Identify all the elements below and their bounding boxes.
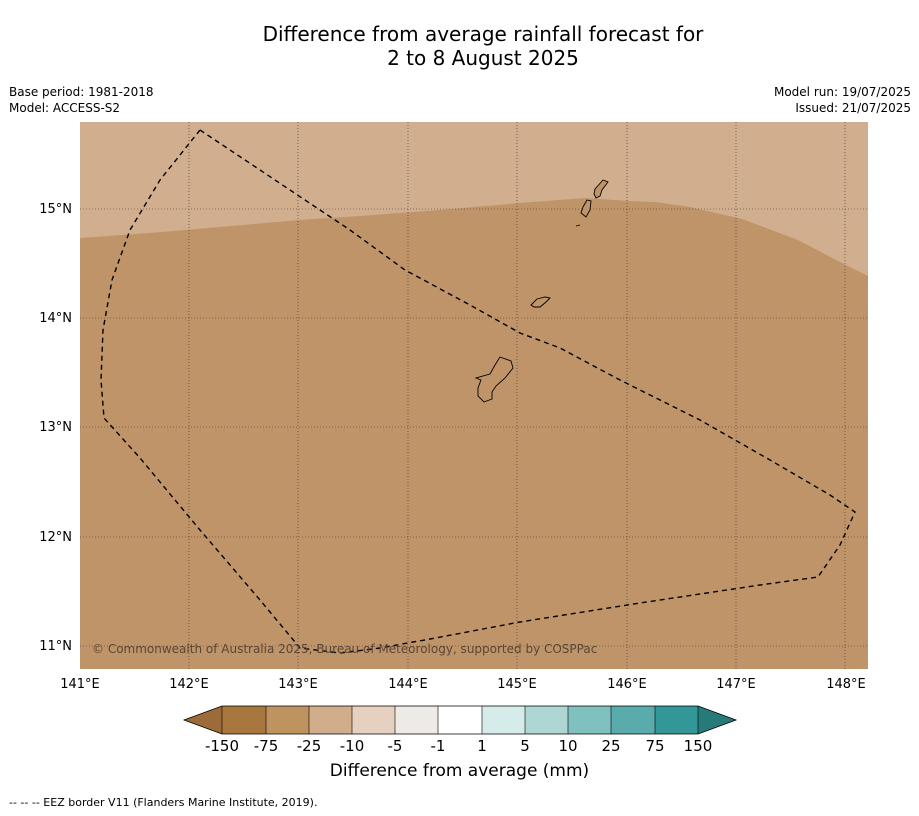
eez-border <box>100 129 856 654</box>
model-name: Model: ACCESS-S2 <box>9 101 121 115</box>
islands <box>474 179 609 403</box>
colorbar-title: Difference from average (mm) <box>329 761 590 781</box>
lat-label-12n: 12°N <box>39 530 72 545</box>
lat-label-15n: 15°N <box>39 202 72 217</box>
colorbar-tick: 1 <box>477 737 487 755</box>
colorbar-ticks: -150 -75 -25 -10 -5 -1 1 5 10 25 75 150 <box>205 737 712 755</box>
colorbar-seg <box>309 706 352 734</box>
island-tinian <box>580 199 592 218</box>
title-line-2: 2 to 8 August 2025 <box>387 46 579 70</box>
meta-left: Base period: 1981-2018 Model: ACCESS-S2 <box>9 84 154 116</box>
footnote-eez: -- -- -- EEZ border V11 (Flanders Marine… <box>9 796 318 809</box>
colorbar-seg <box>655 706 698 734</box>
island-rota <box>530 296 551 308</box>
colorbar-seg <box>222 706 266 734</box>
lon-label-143e: 143°E <box>278 677 318 692</box>
colorbar-seg <box>611 706 655 734</box>
colorbar-tick: -75 <box>254 737 279 755</box>
lon-label-148e: 148°E <box>826 677 866 692</box>
issued-date: Issued: 21/07/2025 <box>795 101 911 115</box>
map-title: Difference from average rainfall forecas… <box>0 22 919 70</box>
lat-label-13n: 13°N <box>39 420 72 435</box>
colorbar-seg <box>395 706 438 734</box>
lon-label-146e: 146°E <box>607 677 647 692</box>
model-run: Model run: 19/07/2025 <box>773 85 911 99</box>
rainfall-field-light <box>80 122 868 276</box>
colorbar-seg <box>352 706 395 734</box>
colorbar-tick: 25 <box>601 737 620 755</box>
colorbar <box>182 705 738 735</box>
title-line-1: Difference from average rainfall forecas… <box>262 22 704 46</box>
colorbar-extend-high <box>698 706 736 734</box>
colorbar-tick: 5 <box>520 737 530 755</box>
colorbar-seg <box>482 706 525 734</box>
base-period: Base period: 1981-2018 <box>9 85 154 99</box>
island-aguijan <box>575 224 581 227</box>
lon-label-141e: 141°E <box>60 677 100 692</box>
lat-label-14n: 14°N <box>39 311 72 326</box>
longitude-labels: 141°E 142°E 143°E 144°E 145°E 146°E 147°… <box>60 677 866 692</box>
island-saipan <box>593 179 609 199</box>
colorbar-tick: 10 <box>558 737 577 755</box>
colorbar-tick: 150 <box>684 737 713 755</box>
colorbar-tick: -150 <box>205 737 239 755</box>
lon-label-144e: 144°E <box>388 677 428 692</box>
colorbar-seg <box>266 706 309 734</box>
colorbar-seg <box>568 706 611 734</box>
lon-label-142e: 142°E <box>169 677 209 692</box>
colorbar-tick: 75 <box>645 737 664 755</box>
gridlines <box>80 122 868 669</box>
colorbar-tick: -1 <box>431 737 446 755</box>
colorbar-tick: -5 <box>388 737 403 755</box>
colorbar-extend-low <box>184 706 222 734</box>
lat-label-11n: 11°N <box>39 639 72 654</box>
colorbar-seg <box>525 706 568 734</box>
meta-right: Model run: 19/07/2025 Issued: 21/07/2025 <box>774 84 911 116</box>
colorbar-tick: -10 <box>340 737 365 755</box>
colorbar-tick: -25 <box>297 737 322 755</box>
colorbar-seg <box>438 706 482 734</box>
island-guam <box>474 356 514 403</box>
lon-label-147e: 147°E <box>716 677 756 692</box>
copyright-text: © Commonwealth of Australia 2025, Bureau… <box>92 642 597 656</box>
latitude-labels: 15°N 14°N 13°N 12°N 11°N <box>39 202 72 654</box>
lon-label-145e: 145°E <box>497 677 537 692</box>
